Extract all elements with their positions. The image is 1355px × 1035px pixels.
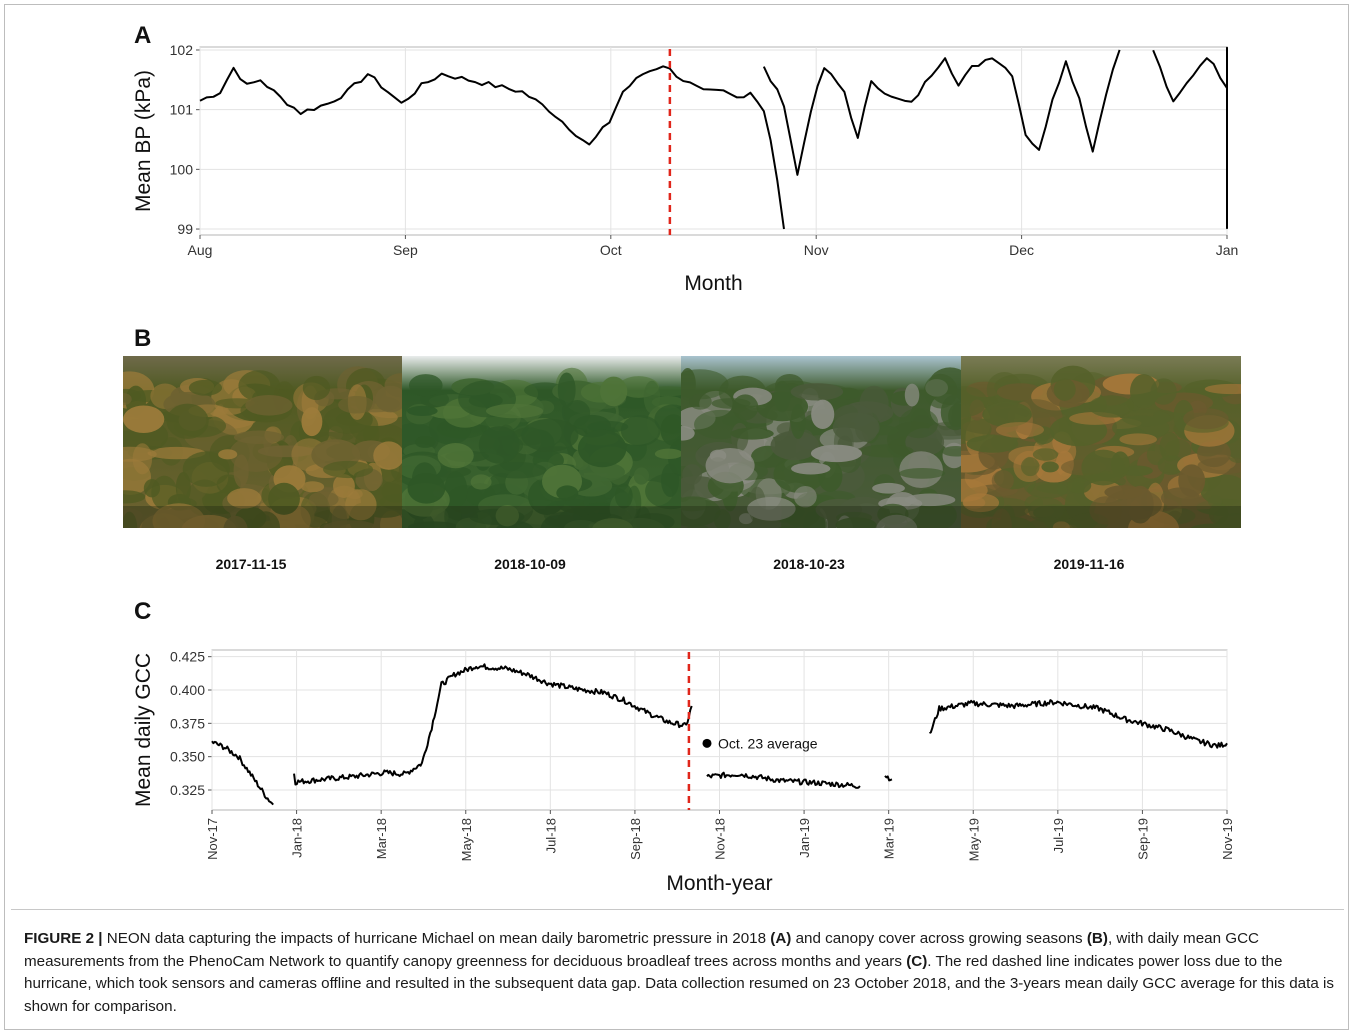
figure-frame [4,4,1349,1030]
x-tick-label: Nov-19 [1220,818,1235,860]
oct-23-average-point [702,738,712,748]
panel-c-label: C [134,598,152,625]
y-tick-label: 0.400 [170,682,205,698]
x-tick-label: Nov-17 [205,818,220,860]
x-tick-label: Aug [188,242,213,258]
x-tick-label: May-18 [459,818,474,861]
panel-b-label: B [134,325,152,352]
barometric-pressure-chart: 99 100 101 102 Aug Sep Oct Nov Dec Jan Month Mean B… [132,42,1239,295]
series-line-segment-3 [706,771,861,789]
x-tick-label: Jan [1216,242,1239,258]
series-line-segment-2 [293,663,693,786]
x-tick-label: Jan-19 [797,818,812,858]
x-tick-label: Nov-18 [713,818,728,860]
figure-caption: FIGURE 2 | NEON data capturing the impac… [24,928,1334,1018]
photo-date-label: 2017-11-15 [215,556,287,572]
series-line-segment-5 [929,699,1228,749]
canopy-photo-4 [961,356,1241,528]
x-tick-label: Nov [804,242,829,258]
photo-date-label: 2018-10-09 [494,556,566,572]
caption-ref-c: (C) [906,952,928,970]
caption-figure-label: FIGURE 2 | [24,930,103,947]
x-axis-title: Month-year [666,872,772,895]
plot-area [199,46,1228,236]
series-line-segment-1 [199,65,785,230]
x-tick-label: Mar-18 [374,818,389,859]
caption-ref-b: (B) [1086,930,1108,947]
x-tick-label: Oct [600,242,622,258]
series-line-segment-1 [211,740,274,806]
y-axis-title: Mean daily GCC [132,653,155,807]
panel-a-label: A [134,22,152,49]
y-tick-label: 0.375 [170,715,205,731]
y-tick-label: 102 [170,42,194,58]
x-tick-label: Jan-18 [290,818,305,858]
photo-date-label: 2018-10-23 [773,556,845,572]
x-tick-label: Mar-19 [882,818,897,859]
series-line-segment-2 [762,49,1121,176]
y-tick-label: 99 [177,221,193,237]
x-tick-label: Dec [1009,242,1034,258]
series-line-segment-3 [1152,46,1228,230]
caption-ref-a: (A) [770,930,792,947]
y-axis-title: Mean BP (kPa) [132,70,155,212]
x-tick-label: Jul-18 [543,818,558,853]
x-tick-label: Jul-19 [1051,818,1066,853]
canopy-photo-3 [681,356,961,528]
y-tick-label: 0.325 [170,782,205,798]
y-tick-label: 0.350 [170,749,205,765]
gcc-chart: 0.325 0.350 0.375 0.400 0.425 Nov-17 Jan-18 Mar… [132,649,1235,895]
photo-date-label: 2019-11-16 [1053,556,1125,572]
caption-text-4: . The red dashed line indicates power lo… [24,952,1334,1015]
x-axis-title: Month [684,272,742,295]
y-tick-label: 101 [170,102,194,118]
canopy-photo-2 [402,356,682,528]
x-tick-label: May-19 [966,818,981,861]
y-tick-label: 0.425 [170,649,205,665]
x-tick-label: Sep [393,242,418,258]
y-tick-label: 100 [170,161,194,177]
caption-separator [11,909,1344,910]
caption-text-3: , with daily mean GCC measurements from … [24,930,1260,970]
canopy-photo-1 [123,356,403,528]
series-line-segment-4 [884,775,893,782]
x-tick-label: Sep-18 [628,818,643,860]
x-tick-label: Sep-19 [1135,818,1150,860]
oct-23-average-label: Oct. 23 average [718,735,818,751]
caption-text-2: and canopy cover across growing seasons [791,930,1087,947]
caption-text-1: NEON data capturing the impacts of hurri… [102,930,771,947]
